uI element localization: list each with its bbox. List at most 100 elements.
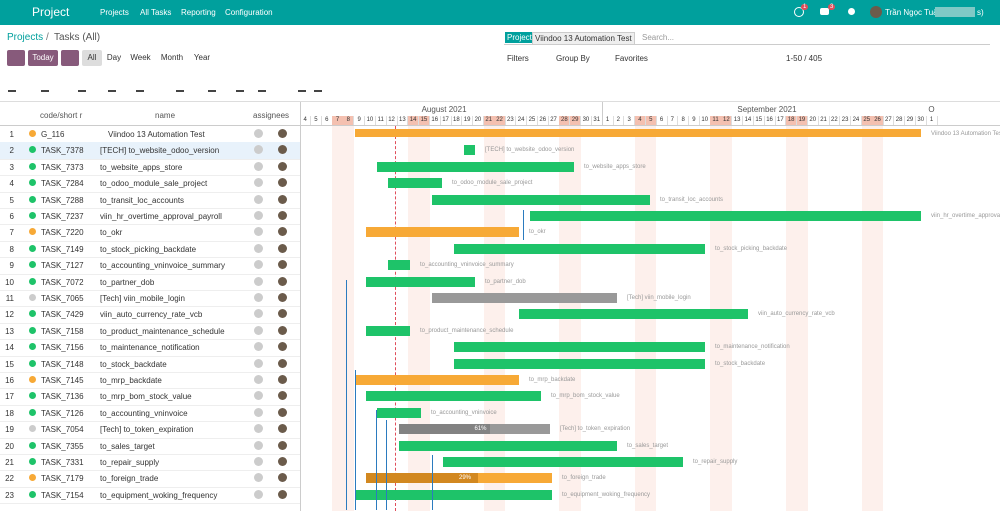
status-dot[interactable]: [29, 408, 36, 416]
status-dot[interactable]: [29, 212, 36, 219]
toolbar-icon[interactable]: [236, 83, 244, 92]
status-dot[interactable]: [29, 310, 36, 318]
task-code[interactable]: TASK_7331: [41, 458, 84, 467]
status-dot[interactable]: [29, 376, 36, 383]
status-dot[interactable]: [29, 179, 36, 187]
task-bar[interactable]: [355, 375, 519, 385]
task-bar[interactable]: [454, 342, 705, 353]
status-dot[interactable]: [29, 458, 36, 465]
task-bar[interactable]: [454, 358, 705, 369]
filter-dropdown[interactable]: Favorites: [615, 54, 648, 63]
task-name[interactable]: to_accounting_vninvoice_summary: [100, 261, 225, 271]
task-name[interactable]: Viindoo 13 Automation Test: [108, 130, 205, 139]
status-dot[interactable]: [29, 392, 36, 400]
task-name[interactable]: viin_auto_currency_rate_vcb: [100, 310, 203, 320]
scale-button[interactable]: Week: [130, 53, 151, 62]
task-name[interactable]: to_mrp_bom_stock_value: [100, 392, 192, 402]
task-bar[interactable]: [366, 391, 541, 402]
scale-button[interactable]: Day: [106, 53, 122, 62]
status-dot[interactable]: [29, 359, 36, 367]
task-bar[interactable]: [355, 129, 921, 137]
task-name[interactable]: viin_hr_overtime_approval_payroll: [100, 212, 222, 221]
task-bar[interactable]: [377, 407, 421, 418]
brand[interactable]: Project: [32, 5, 70, 19]
task-code[interactable]: TASK_7054: [41, 425, 84, 435]
next-button[interactable]: [61, 50, 79, 66]
toolbar-icon[interactable]: [136, 83, 144, 92]
task-bar[interactable]: [454, 243, 705, 254]
menu-item[interactable]: Reporting: [181, 8, 216, 17]
status-dot[interactable]: [29, 277, 36, 285]
task-name[interactable]: to_transit_loc_accounts: [100, 195, 185, 205]
task-code[interactable]: TASK_7237: [41, 212, 84, 221]
task-bar[interactable]: [366, 325, 410, 336]
task-name[interactable]: to_maintenance_notification: [100, 343, 200, 353]
toolbar-icon[interactable]: [258, 83, 266, 92]
status-dot[interactable]: [29, 326, 36, 334]
toolbar-icon[interactable]: [314, 83, 322, 92]
task-code[interactable]: TASK_7154: [41, 490, 84, 500]
toolbar-icon[interactable]: [176, 83, 184, 92]
task-name[interactable]: to_foreign_trade: [100, 474, 159, 484]
task-code[interactable]: TASK_7065: [41, 294, 84, 303]
status-dot[interactable]: [29, 425, 36, 433]
toolbar-icon[interactable]: [41, 83, 49, 92]
breadcrumb-link[interactable]: Projects: [7, 32, 44, 43]
task-name[interactable]: [Tech] to_token_expiration: [100, 425, 194, 435]
toolbar-icon[interactable]: [298, 83, 306, 92]
task-bar[interactable]: [388, 178, 442, 189]
task-name[interactable]: to_stock_backdate: [100, 359, 167, 369]
menu-item[interactable]: All Tasks: [140, 8, 172, 17]
scale-button[interactable]: All: [82, 50, 102, 66]
status-dot[interactable]: [29, 162, 36, 170]
task-bar[interactable]: [530, 211, 921, 221]
task-bar[interactable]: [432, 194, 650, 205]
toolbar-icon[interactable]: [108, 83, 116, 92]
task-bar[interactable]: [432, 293, 617, 303]
status-dot[interactable]: [29, 146, 36, 154]
task-name[interactable]: to_partner_dob: [100, 277, 155, 287]
task-name[interactable]: to_sales_target: [100, 441, 155, 451]
status-dot[interactable]: [29, 294, 36, 301]
task-code[interactable]: TASK_7136: [41, 392, 84, 402]
task-name[interactable]: to_accounting_vninvoice: [100, 408, 188, 418]
filter-dropdown[interactable]: Filters: [507, 54, 529, 63]
filter-dropdown[interactable]: Group By: [556, 54, 590, 63]
task-name[interactable]: to_mrp_backdate: [100, 376, 162, 385]
task-code[interactable]: TASK_7288: [41, 195, 84, 205]
task-name[interactable]: to_odoo_module_sale_project: [100, 179, 208, 189]
icon[interactable]: [794, 7, 804, 17]
task-bar[interactable]: [519, 309, 748, 320]
today-button[interactable]: Today: [28, 50, 58, 66]
scale-button[interactable]: Year: [193, 53, 211, 62]
status-dot[interactable]: [29, 441, 36, 449]
toolbar-icon[interactable]: [78, 83, 86, 92]
task-code[interactable]: TASK_7158: [41, 326, 84, 336]
task-name[interactable]: [TECH] to_website_odoo_version: [100, 146, 220, 156]
task-code[interactable]: TASK_7126: [41, 408, 84, 418]
task-name[interactable]: to_repair_supply: [100, 458, 160, 467]
status-dot[interactable]: [29, 261, 36, 269]
scale-button[interactable]: Month: [160, 53, 184, 62]
task-code[interactable]: G_116: [41, 130, 65, 139]
task-code[interactable]: TASK_7149: [41, 244, 84, 254]
task-code[interactable]: TASK_7072: [41, 277, 84, 287]
task-code[interactable]: TASK_7148: [41, 359, 84, 369]
task-code[interactable]: TASK_7429: [41, 310, 84, 320]
menu-item[interactable]: Configuration: [225, 8, 273, 17]
task-bar[interactable]: [443, 457, 683, 467]
facet-value[interactable]: Viindoo 13 Automation Test: [532, 32, 635, 45]
task-name[interactable]: [Tech] viin_mobile_login: [100, 294, 185, 303]
task-bar[interactable]: [355, 489, 552, 500]
prev-button[interactable]: [7, 50, 25, 66]
status-dot[interactable]: [29, 130, 36, 137]
status-dot[interactable]: [29, 474, 36, 482]
menu-item[interactable]: Projects: [100, 8, 129, 17]
task-name[interactable]: to_product_maintenance_schedule: [100, 326, 225, 336]
user-name[interactable]: Trần Ngọc Tuấn: [885, 8, 943, 17]
task-name[interactable]: to_okr: [100, 228, 123, 238]
task-code[interactable]: TASK_7145: [41, 376, 84, 385]
task-bar[interactable]: [464, 145, 475, 156]
status-dot[interactable]: [29, 244, 36, 252]
task-name[interactable]: to_stock_picking_backdate: [100, 244, 197, 254]
